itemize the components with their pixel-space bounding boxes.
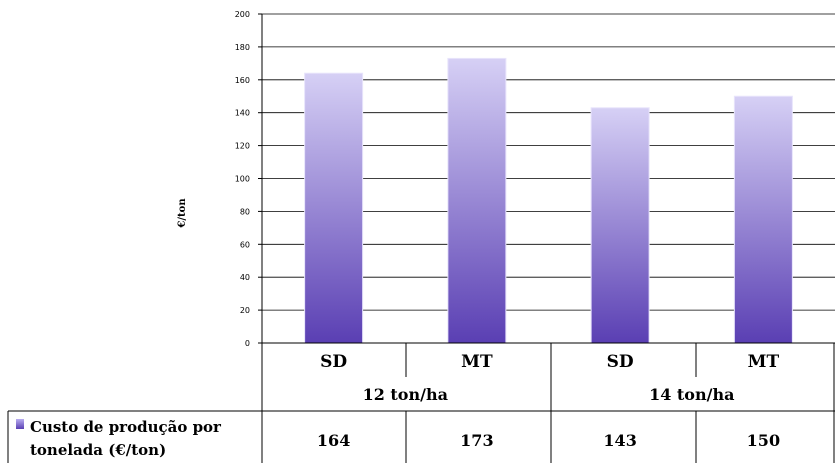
y-tick-label: 80 <box>240 207 250 216</box>
value-cell: 150 <box>747 431 780 450</box>
group-labels: 12 ton/ha 14 ton/ha <box>363 385 735 404</box>
bars <box>304 57 793 344</box>
category-label: MT <box>748 352 780 372</box>
category-label: MT <box>461 352 493 372</box>
bar <box>447 57 507 344</box>
category-label: SD <box>607 352 634 372</box>
bar <box>733 95 793 344</box>
y-tick-label: 60 <box>240 240 250 249</box>
y-axis-label: €/ton <box>177 198 188 229</box>
group-label: 12 ton/ha <box>363 385 448 404</box>
y-tick-label: 200 <box>235 10 250 19</box>
bar <box>590 107 650 344</box>
y-tick-label: 120 <box>235 142 250 151</box>
legend-line-1: Custo de produção por <box>30 418 222 436</box>
bar <box>304 72 364 344</box>
y-tick-label: 20 <box>240 306 250 315</box>
value-cell: 164 <box>317 431 350 450</box>
y-axis-ticks: 0 20 40 60 80 100 120 140 160 180 200 <box>235 10 262 348</box>
legend-swatch <box>16 419 24 429</box>
y-tick-label: 160 <box>235 76 250 85</box>
category-label: SD <box>320 352 347 372</box>
y-tick-label: 0 <box>245 339 250 348</box>
group-label: 14 ton/ha <box>649 385 734 404</box>
legend-line-2: tonelada (€/ton) <box>30 441 166 459</box>
value-cell: 143 <box>603 431 636 450</box>
y-tick-label: 180 <box>235 43 250 52</box>
category-labels: SD MT SD MT <box>320 352 779 372</box>
y-tick-label: 140 <box>235 109 250 118</box>
value-row: 164 173 143 150 <box>317 431 780 450</box>
value-cell: 173 <box>460 431 493 450</box>
y-tick-label: 40 <box>240 273 250 282</box>
y-tick-label: 100 <box>235 175 250 184</box>
data-table-lines <box>7 343 835 463</box>
